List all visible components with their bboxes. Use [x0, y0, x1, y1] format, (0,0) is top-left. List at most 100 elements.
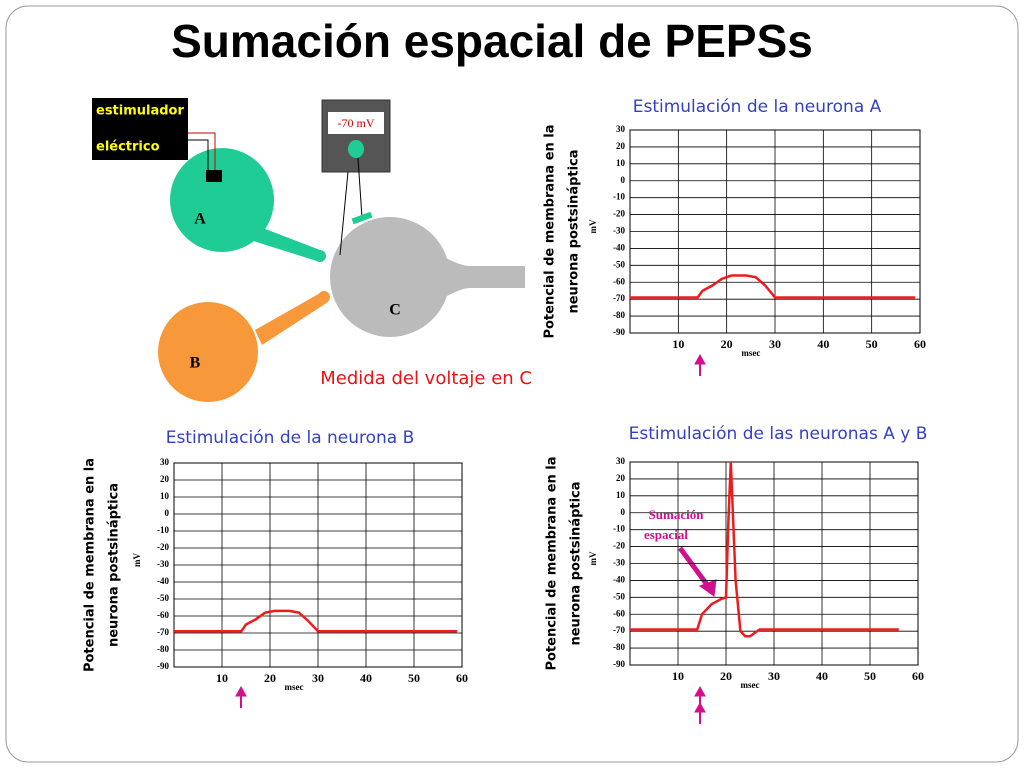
y-tick-label: -40 [613, 242, 625, 252]
y-tick-label: -70 [613, 625, 625, 635]
y-tick-label: -30 [157, 559, 169, 569]
y-unit: mV [132, 553, 142, 567]
axon-a [250, 225, 320, 262]
x-axis-label: msec [741, 348, 760, 358]
y-tick-label: -70 [613, 293, 625, 303]
electrode [206, 170, 222, 182]
arrow [235, 685, 247, 697]
data-line [630, 274, 916, 299]
y-tick-label: -60 [157, 610, 169, 620]
y-tick-label: 0 [621, 175, 626, 185]
x-tick-label: 60 [914, 337, 926, 351]
y-tick-label: -20 [157, 542, 169, 552]
y-tick-label: -60 [613, 608, 625, 618]
y-tick-label: -50 [157, 593, 169, 603]
neuron-label: A [194, 211, 206, 228]
y-tick-label: 0 [621, 507, 626, 517]
x-tick-label: 30 [769, 337, 781, 351]
arrow [698, 579, 717, 597]
stimulator-box [92, 98, 188, 160]
y-tick-label: -70 [157, 627, 169, 637]
neuron-label: C [389, 302, 401, 319]
x-axis-label: msec [741, 680, 760, 690]
voltmeter [321, 99, 391, 173]
terminal-b [318, 291, 330, 303]
chart-title: Estimulación de la neurona B [166, 428, 415, 448]
y-tick-label: 10 [616, 158, 626, 168]
y-tick-label: -80 [613, 642, 625, 652]
y-axis-label: neurona postsináptica [107, 483, 122, 647]
diagram-caption: Medida del voltaje en C [320, 368, 532, 389]
y-tick-label: -90 [613, 659, 625, 669]
x-tick-label: 20 [721, 337, 733, 351]
x-tick-label: 50 [864, 669, 876, 683]
neuron-b [158, 302, 258, 402]
wire [188, 139, 209, 178]
y-tick-label: -40 [613, 574, 625, 584]
x-tick-label: 10 [216, 671, 228, 685]
y-tick-label: -30 [613, 226, 625, 236]
y-tick-label: -30 [613, 558, 625, 568]
wire [188, 132, 216, 178]
x-tick-label: 20 [264, 671, 276, 685]
y-tick-label: 30 [160, 457, 170, 467]
x-axis-label: msec [285, 682, 304, 692]
probe [339, 171, 349, 256]
diagram: estimulador eléctrico -70 mV A B C Medid… [92, 98, 532, 402]
x-tick-label: 50 [866, 337, 878, 351]
y-tick-label: -50 [613, 591, 625, 601]
neuron-a [170, 148, 274, 252]
y-axis-label: neurona postsináptica [569, 481, 584, 645]
y-tick-label: -90 [613, 327, 625, 337]
y-tick-label: 10 [616, 490, 626, 500]
stimulus-arrows [235, 353, 717, 724]
x-tick-label: 50 [408, 671, 420, 685]
y-tick-label: -10 [613, 192, 625, 202]
y-axis-label: Potencial de membrana en la [83, 458, 98, 672]
terminal-a [314, 250, 326, 262]
chart-title: Estimulación de la neurona A [633, 97, 882, 117]
chart-title: Estimulación de las neuronas A y B [629, 424, 928, 444]
x-tick-label: 40 [816, 669, 828, 683]
stimulator-label: estimulador [96, 104, 184, 119]
y-unit: mV [588, 551, 598, 565]
x-tick-label: 60 [912, 669, 924, 683]
y-tick-label: 0 [165, 508, 170, 518]
x-tick-label: 10 [672, 669, 684, 683]
neuron-c [330, 217, 450, 337]
y-tick-label: -20 [613, 209, 625, 219]
x-tick-label: 60 [456, 671, 468, 685]
y-tick-label: 30 [616, 124, 626, 134]
data-line [630, 461, 899, 638]
y-tick-label: -20 [613, 541, 625, 551]
arrow [677, 546, 711, 588]
y-tick-label: -40 [157, 576, 169, 586]
y-tick-label: 20 [616, 473, 626, 483]
y-tick-label: -80 [613, 310, 625, 320]
data-line [174, 609, 458, 633]
x-tick-label: 40 [817, 337, 829, 351]
voltmeter-dial [348, 140, 364, 158]
slide-title: Sumación espacial de PEPSs [171, 15, 813, 67]
y-tick-label: -10 [157, 525, 169, 535]
y-tick-label: -80 [157, 644, 169, 654]
voltmeter-reading: -70 mV [338, 116, 375, 130]
y-tick-label: 20 [616, 141, 626, 151]
y-tick-label: -50 [613, 259, 625, 269]
x-tick-label: 30 [312, 671, 324, 685]
probe-tip [351, 211, 373, 225]
y-axis-label: Potencial de membrana en la [545, 456, 560, 670]
y-axis-label: Potencial de membrana en la [543, 124, 558, 338]
probe [357, 157, 363, 219]
y-tick-label: 30 [616, 456, 626, 466]
y-tick-label: -10 [613, 524, 625, 534]
y-tick-label: -60 [613, 276, 625, 286]
x-tick-label: 20 [720, 669, 732, 683]
voltmeter-display [328, 112, 384, 134]
y-tick-label: 20 [160, 474, 170, 484]
x-tick-label: 30 [768, 669, 780, 683]
y-tick-label: 10 [160, 491, 170, 501]
y-axis-label: neurona postsináptica [567, 149, 582, 313]
